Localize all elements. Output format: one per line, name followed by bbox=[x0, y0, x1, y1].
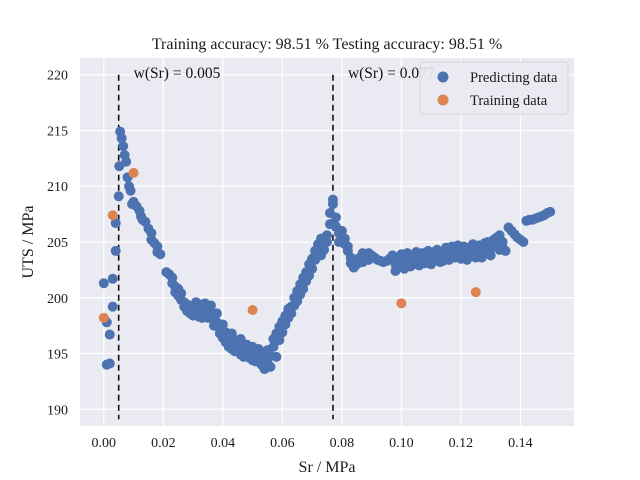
predicting-point-104 bbox=[268, 341, 279, 352]
predicting-point-15 bbox=[121, 156, 132, 167]
legend-marker-training bbox=[437, 94, 449, 106]
predicting-point-5 bbox=[107, 301, 118, 312]
reference-line-label-0: w(Sr) = 0.005 bbox=[134, 65, 221, 82]
predicting-point-7 bbox=[110, 245, 121, 256]
predicting-point-32 bbox=[155, 249, 166, 260]
predicting-point-0 bbox=[98, 278, 109, 289]
predicting-point-3 bbox=[104, 358, 115, 369]
predicting-point-151 bbox=[339, 233, 350, 244]
chart-title: Training accuracy: 98.51 % Testing accur… bbox=[152, 36, 502, 53]
predicting-point-62 bbox=[205, 300, 216, 311]
y-tick-label-5: 215 bbox=[47, 124, 68, 139]
y-tick-label-2: 200 bbox=[47, 292, 68, 307]
x-tick-label-6: 0.12 bbox=[449, 436, 474, 451]
predicting-point-137 bbox=[319, 244, 330, 255]
training-point-4 bbox=[396, 298, 407, 309]
x-tick-label-7: 0.14 bbox=[508, 436, 533, 451]
reference-line-label-1: w(Sr) = 0.077 bbox=[348, 65, 435, 82]
predicting-point-9 bbox=[113, 191, 124, 202]
training-point-2 bbox=[128, 167, 139, 178]
legend-box bbox=[419, 61, 569, 115]
predicting-point-8 bbox=[110, 218, 121, 229]
predicting-point-130 bbox=[307, 263, 318, 274]
y-tick-label-6: 220 bbox=[47, 69, 68, 84]
training-point-1 bbox=[107, 210, 118, 221]
legend-marker-predicting bbox=[437, 71, 449, 83]
predicting-point-143 bbox=[327, 194, 338, 205]
predicting-point-13 bbox=[118, 141, 129, 152]
y-tick-label-4: 210 bbox=[47, 180, 68, 195]
predicting-point-144 bbox=[330, 212, 341, 223]
x-tick-label-1: 0.02 bbox=[151, 436, 176, 451]
y-tick-label-3: 205 bbox=[47, 236, 68, 251]
predicting-point-4 bbox=[104, 329, 115, 340]
x-tick-label-5: 0.10 bbox=[389, 436, 414, 451]
legend-label-training: Training data bbox=[470, 93, 548, 109]
data-points bbox=[98, 126, 556, 375]
y-axis-ticks: 190 195 200 205 210 215 220 bbox=[47, 69, 68, 419]
x-tick-label-2: 0.04 bbox=[211, 436, 236, 451]
x-axis-label: Sr / MPa bbox=[299, 459, 356, 476]
x-axis-ticks: 0.00 0.02 0.04 0.06 0.08 0.10 0.12 0.14 bbox=[92, 436, 533, 451]
x-tick-label-0: 0.00 bbox=[92, 436, 117, 451]
legend: Predicting data Training data bbox=[419, 61, 569, 115]
predicting-point-12 bbox=[116, 133, 127, 144]
predicting-point-18 bbox=[125, 185, 136, 196]
predicting-point-116 bbox=[286, 308, 297, 319]
training-point-0 bbox=[98, 312, 109, 323]
training-point-5 bbox=[470, 287, 481, 298]
predicting-point-124 bbox=[298, 283, 309, 294]
predicting-point-69 bbox=[217, 319, 228, 330]
y-axis-label: UTS / MPa bbox=[20, 206, 37, 279]
predicting-point-6 bbox=[107, 273, 118, 284]
y-tick-label-1: 195 bbox=[47, 348, 68, 363]
predicting-point-66 bbox=[211, 308, 222, 319]
predicting-point-262 bbox=[545, 206, 556, 217]
predicting-point-42 bbox=[176, 288, 187, 299]
predicting-point-247 bbox=[500, 245, 511, 256]
predicting-point-238 bbox=[485, 250, 496, 261]
y-tick-label-0: 190 bbox=[47, 403, 68, 418]
predicting-point-102 bbox=[265, 361, 276, 372]
predicting-point-253 bbox=[518, 237, 529, 247]
legend-label-predicting: Predicting data bbox=[470, 70, 558, 86]
predicting-point-108 bbox=[274, 335, 285, 346]
x-tick-label-3: 0.06 bbox=[270, 436, 295, 451]
predicting-point-106 bbox=[271, 351, 282, 362]
predicting-point-110 bbox=[277, 327, 288, 338]
predicting-point-139 bbox=[322, 230, 332, 241]
x-tick-label-4: 0.08 bbox=[330, 436, 355, 451]
training-point-3 bbox=[247, 305, 258, 316]
